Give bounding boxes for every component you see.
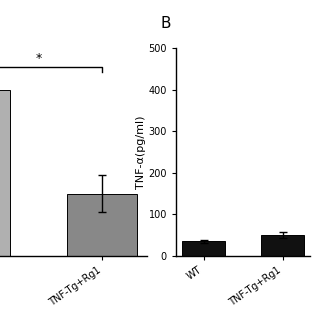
Text: *: *	[35, 52, 42, 65]
Y-axis label: TNF-α(pg/ml): TNF-α(pg/ml)	[136, 115, 146, 189]
Bar	[0, 90, 10, 256]
Text: B: B	[160, 16, 171, 31]
Bar	[261, 235, 304, 256]
Bar	[67, 194, 137, 256]
Bar	[182, 241, 226, 256]
